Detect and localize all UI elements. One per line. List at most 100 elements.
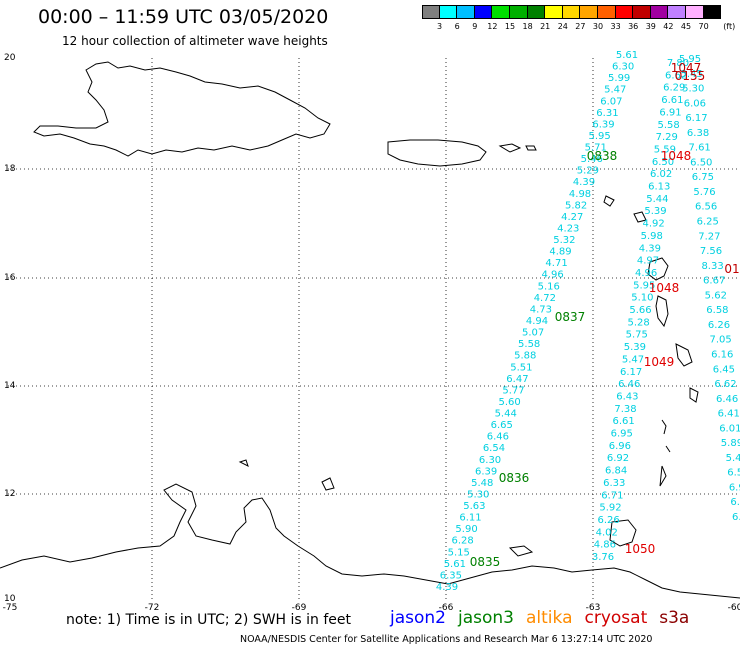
coastline-stkitts [603,195,615,207]
wave-height-value: 5.47 [604,85,626,96]
colorbar-swatch [439,5,458,19]
colorbar-swatch [545,5,563,19]
wave-height-value: 5.66 [629,305,651,316]
wave-height-value: 5.28 [627,317,649,328]
wave-height-value: 5.89 [721,438,740,449]
wave-height-value: 5.30 [467,489,489,500]
pass-time-label: 0838 [587,149,618,163]
wave-height-value: 6.30 [479,455,501,466]
pass-time-label: 0837 [555,310,586,324]
wave-height-value: 6.91 [659,107,681,118]
wave-height-value: 6.50 [652,157,674,168]
pass-time-label: 0155 [675,69,706,83]
colorbar-tick-label: 42 [663,22,674,31]
wave-height-value: 6.9 [729,482,740,493]
wave-height-value: 6.38 [687,128,709,139]
wave-height-value: 5.15 [448,547,470,558]
colorbar-swatch [703,5,722,19]
wave-height-value: 4.02 [596,527,618,538]
wave-height-value: 6.26 [597,515,619,526]
colorbar-tick-label: 15 [504,22,516,31]
wave-height-value: 5.95 [679,54,701,65]
wave-height-value: 4.72 [534,293,556,304]
pass-time-label: 0835 [470,555,501,569]
wave-height-value: 6.43 [616,391,638,402]
wave-height-value: 6.92 [607,453,629,464]
wave-height-value: 5.71 [585,143,607,154]
coastline-south-america [0,483,740,599]
wave-height-value: 6.96 [609,441,631,452]
wave-height-value: 5.51 [510,362,532,373]
wave-height-value: 5.10 [631,293,653,304]
colorbar-tick-label: 6 [454,22,460,31]
legend-altika: altika [526,608,573,628]
pass-time-label: 1049 [644,355,675,369]
wave-height-value: 5.44 [495,409,517,420]
wave-height-value: 5.59 [654,144,676,155]
colorbar-tick-label: 27 [575,22,586,31]
wave-height-value: 4.92 [642,219,664,230]
wave-height-value: 6.65 [491,420,513,431]
legend-jason2: jason2 [390,608,446,628]
wave-height-value: 4.96 [635,268,657,279]
colorbar-tick-label: 21 [540,22,551,31]
colorbar-tick-label: 36 [628,22,639,31]
wave-height-value: 4.89 [549,247,571,258]
colorbar-unit: (ft) [723,22,736,31]
wave-height-value: 7.05 [710,335,732,346]
colorbar-swatch [509,5,528,19]
pass-time-label: 1047 [671,61,702,75]
wave-height-value: 6.71 [601,490,623,501]
wave-height-value: 6.17 [685,113,707,124]
latitude-label: 14 [4,381,16,391]
wave-height-value: 4.96 [542,270,564,281]
wave-height-value: 4.97 [637,256,659,267]
colorbar-tick-label: 3 [437,22,443,31]
wave-height-value: 6.62 [665,70,687,81]
coastline-dominica [655,295,669,328]
wave-height-value: 6.33 [603,478,625,489]
wave-height-value: 5.90 [455,524,477,535]
wave-height-value: 6.17 [620,367,642,378]
colorbar-tick-label: 24 [557,22,568,31]
wave-height-value: 6.84 [605,466,627,477]
wave-height-value: 5.82 [565,200,587,211]
wave-height-value: 6.30 [612,62,634,73]
longitude-label: -63 [586,603,601,613]
page-title: 00:00 – 11:59 UTC 03/05/2020 [38,6,329,28]
credit-line: NOAA/NESDIS Center for Satellite Applica… [240,634,653,645]
wave-height-value: 7.80 [667,58,689,69]
wave-height-value: 6.50 [690,157,712,168]
coastline-guadeloupe [647,257,669,281]
longitude-label: -69 [292,603,307,613]
wave-height-value: 8.33 [701,261,723,272]
wave-height-value: 5.63 [463,501,485,512]
track-middle: 7.806.626.296.616.915.587.295.596.506.02… [592,58,689,563]
wave-height-value: 6.5 [727,468,740,479]
wave-height-value: 5.60 [498,397,520,408]
legend-s3a: s3a [659,608,690,628]
wave-height-value: 6.61 [661,95,683,106]
wave-height-value: 6.58 [706,305,728,316]
wave-height-value: 6.02 [650,169,672,180]
wave-height-value: 6.11 [459,513,481,524]
satellite-legend: jason2 jason3 altika cryosat s3a [390,608,701,628]
wave-height-value: 5.95 [633,280,655,291]
longitude-label: -60 [728,603,740,613]
track-west: 5.616.305.995.476.076.316.395.955.715.46… [436,50,638,593]
wave-height-value: 4.39 [436,582,458,593]
wave-height-value: 5.98 [641,231,663,242]
colorbar-swatch [668,5,686,19]
colorbar-swatch [422,5,440,19]
wave-height-colorbar [422,5,722,19]
colorbar-swatch [474,5,493,19]
wave-height-value: 4.94 [526,316,548,327]
wave-height-value: 6.56 [695,202,717,213]
wave-height-value: 6.13 [648,182,670,193]
pass-time-label: 01 [724,262,739,276]
coastline-martinique [675,343,693,367]
axis-labels: -75 -72 -69 -66 -63 -60 20 18 16 14 12 10 [3,53,740,613]
wave-height-value: 4.39 [573,177,595,188]
wave-height-value: 6.06 [684,98,706,109]
